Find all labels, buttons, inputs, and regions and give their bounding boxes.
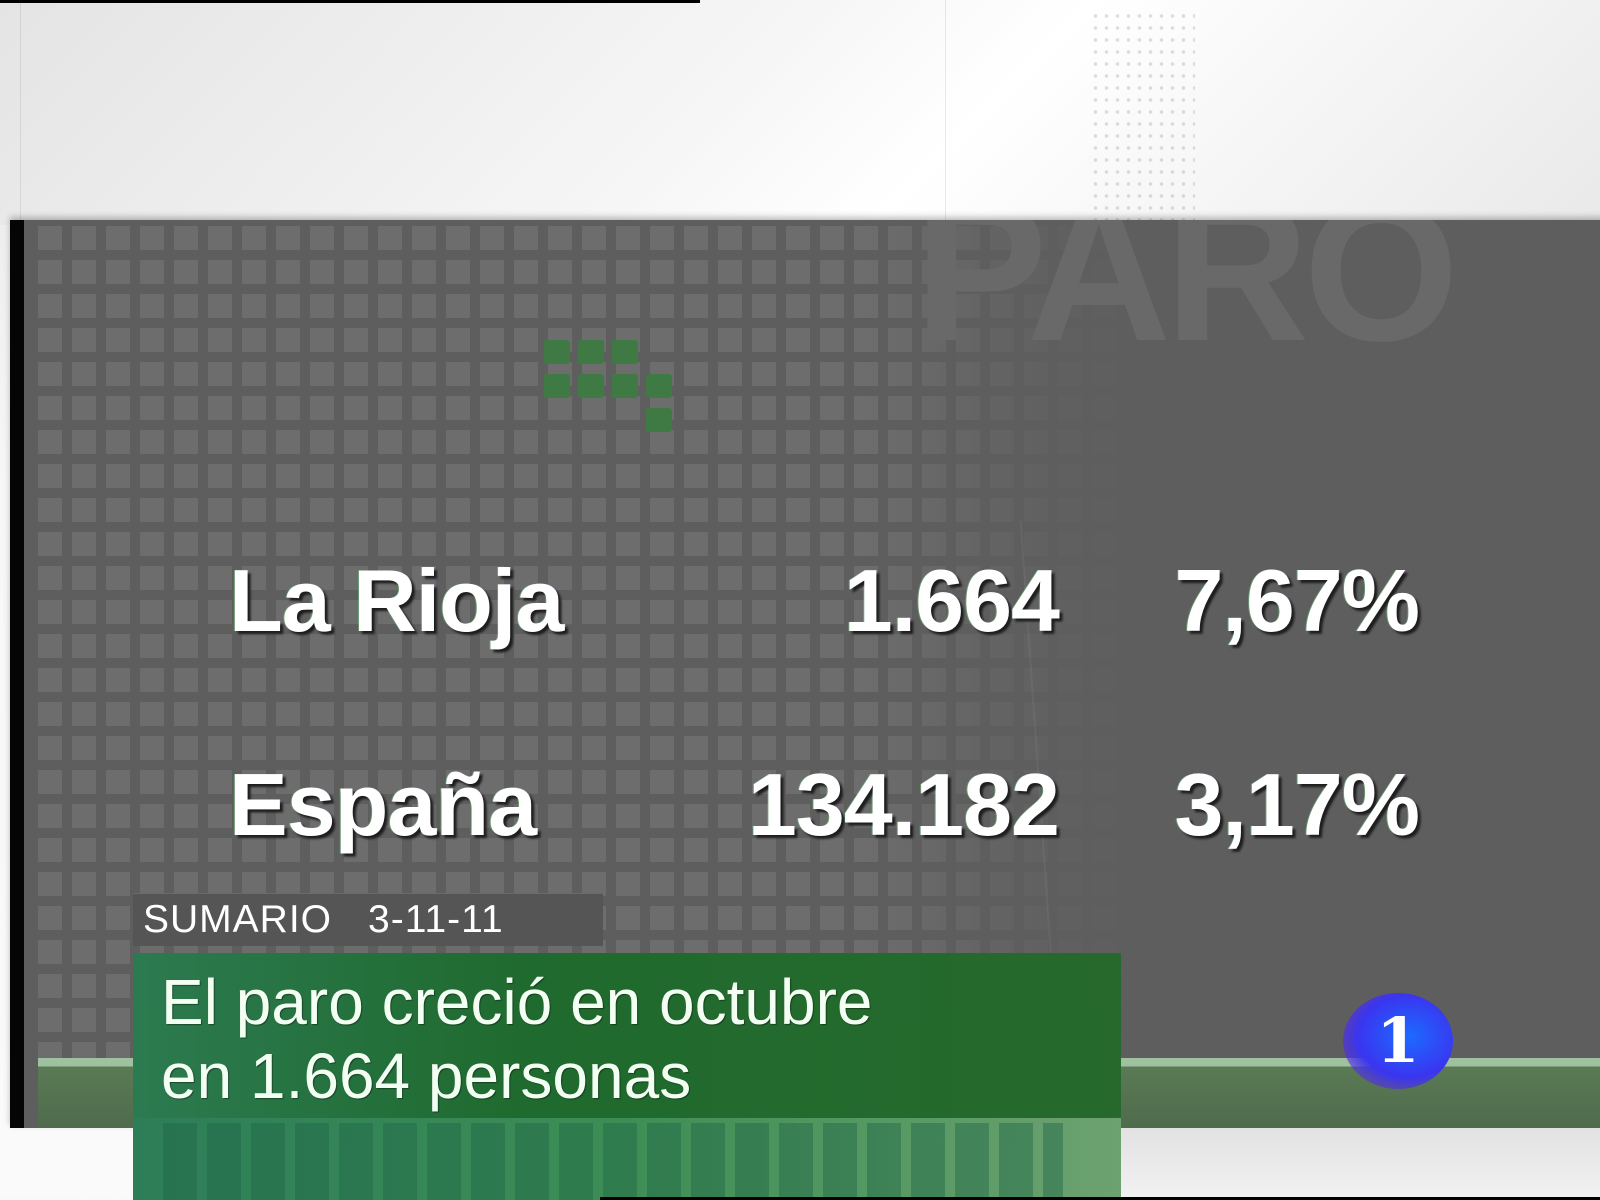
headline-line-1: El paro creció en octubre: [161, 966, 873, 1038]
green-tile-highlight: [544, 340, 684, 440]
region-name: España: [229, 755, 537, 854]
studio-background: [0, 0, 1600, 225]
region-name: La Rioja: [229, 551, 564, 650]
unemployed-count: 134.182: [747, 755, 1060, 854]
channel-number: 1: [1376, 1004, 1420, 1077]
headline-lower-third: El paro creció en octubre en 1.664 perso…: [133, 953, 1121, 1200]
paro-watermark: PARO: [914, 220, 1459, 383]
channel-logo-icon: 1: [1343, 993, 1453, 1089]
percent-change: 3,17%: [1174, 755, 1420, 854]
lower-third-gradient: [133, 1118, 1121, 1200]
section-label-bar: SUMARIO 3-11-11: [133, 893, 603, 946]
percent-change: 7,67%: [1174, 551, 1420, 650]
letterbox-edge-bottom: [600, 1197, 1600, 1200]
broadcast-date: 3-11-11: [368, 898, 504, 941]
stat-row-espana: España 134.182 3,17%: [229, 754, 1429, 864]
unemployed-count: 1.664: [843, 551, 1060, 650]
lower-third-tiles: [163, 1123, 1063, 1200]
section-label: SUMARIO: [143, 898, 333, 941]
headline-line-2: en 1.664 personas: [161, 1040, 692, 1112]
letterbox-edge: [0, 0, 700, 3]
studio-background-bottom: [1121, 1128, 1600, 1200]
stat-row-la-rioja: La Rioja 1.664 7,67%: [229, 550, 1429, 660]
background-line: [20, 0, 21, 225]
background-line: [945, 0, 946, 225]
background-dot-grid: [1090, 10, 1195, 220]
